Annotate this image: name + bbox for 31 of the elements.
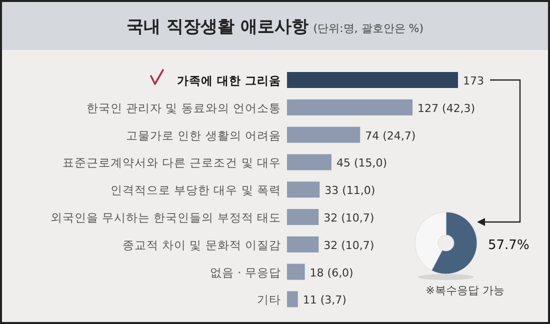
annotation: ※복수응답 가능 [426, 284, 504, 297]
y-tick-label: 종교적 차이 및 문화적 이질감 [122, 238, 281, 252]
data-label: 173 [463, 74, 484, 88]
y-tick-label: 없음 · 무응답 [210, 265, 281, 280]
data-label: 127 (42,3) [418, 102, 476, 115]
data-label: 57.7% [488, 238, 530, 253]
y-tick-label: 가족에 대한 그리움 [176, 74, 281, 88]
y-tick-label: 기타 [257, 292, 281, 307]
y-tick-label: 한국인 관리자 및 동료와의 언어소통 [86, 100, 281, 115]
data-label: 11 (3,7) [302, 294, 346, 307]
y-tick-label: 외국인을 무시하는 한국인들의 부정적 태도 [50, 210, 281, 224]
bar [287, 154, 332, 170]
data-label: 32 (10,7) [324, 238, 374, 252]
data-label: 18 (6,0) [310, 266, 354, 280]
bar [287, 182, 320, 198]
y-tick-label: 고물가로 인한 생활의 어려움 [126, 128, 281, 142]
bar [287, 236, 319, 252]
y-tick-label: 인격적으로 부당한 대우 및 폭력 [110, 183, 281, 198]
bar [287, 99, 413, 116]
data-label: 74 (24,7) [365, 129, 416, 142]
bar [287, 209, 319, 225]
y-tick-label: 표준근로계약서와 다른 근로조건 및 대우 [62, 156, 281, 170]
bar [287, 264, 305, 280]
chart-title: 국내 직장생활 애로사항 [126, 17, 308, 37]
data-label: 45 (15,0) [336, 156, 388, 170]
bar [287, 126, 360, 143]
data-label: 32 (10,7) [324, 212, 374, 224]
data-label: 33 (11,0) [324, 184, 376, 198]
chart-subtitle: (단위:명, 괄호안은 %) [313, 22, 424, 35]
bar [287, 291, 298, 308]
bar [287, 72, 458, 88]
